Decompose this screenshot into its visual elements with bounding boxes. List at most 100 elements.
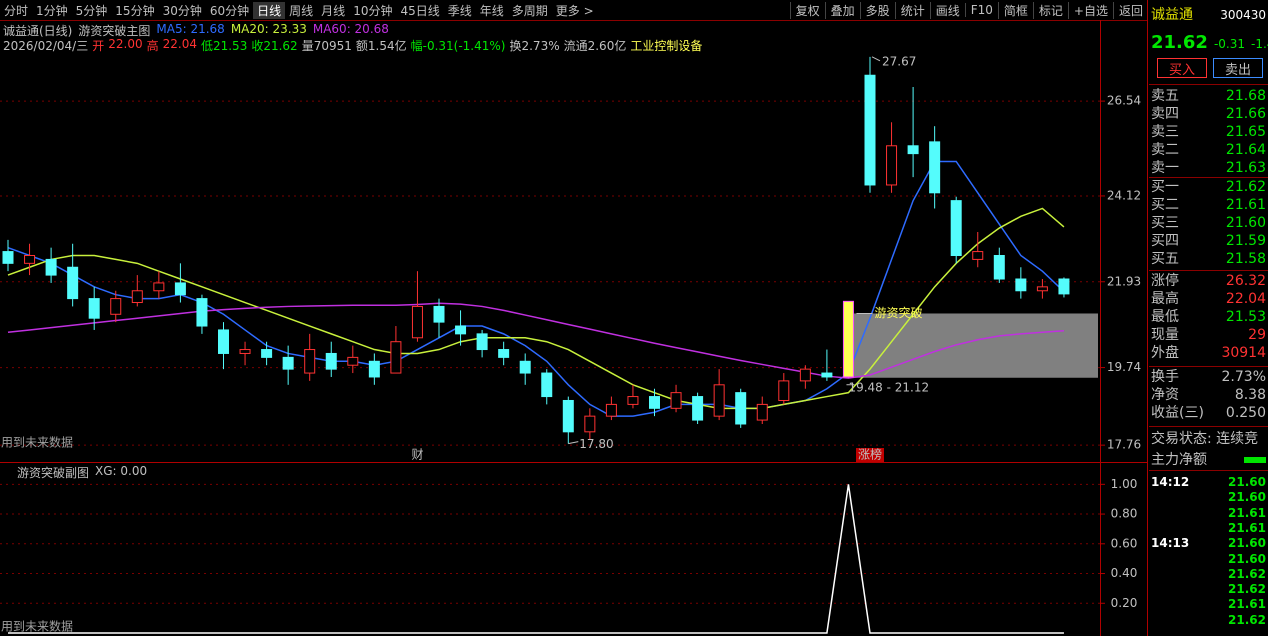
- separator: [1149, 270, 1268, 271]
- candle-body: [347, 356, 359, 366]
- period-tab[interactable]: 多周期: [511, 3, 548, 18]
- tool-button[interactable]: +自选: [1067, 1, 1113, 19]
- candle-body: [541, 372, 553, 398]
- tool-button[interactable]: 统计: [894, 1, 930, 19]
- period-tab[interactable]: 更多 >: [555, 3, 594, 18]
- row-label: 涨停: [1151, 273, 1179, 289]
- tool-button[interactable]: 标记: [1032, 1, 1068, 19]
- period-tab[interactable]: 日线: [253, 1, 286, 19]
- main-header: 诚益通(日线) 游资突破主图 MA5: 21.68 MA20: 23.33 MA60…: [3, 22, 389, 39]
- footnote: 用到未来数据: [1, 435, 73, 450]
- ask-row: 卖五 21.68: [1151, 87, 1266, 105]
- stat-row: 现量 29: [1151, 326, 1266, 344]
- period-tab[interactable]: 周线: [289, 3, 314, 18]
- row-value: 30914: [1221, 345, 1266, 361]
- candle-body: [842, 300, 854, 378]
- pointer: [568, 441, 579, 445]
- row-value: 21.65: [1225, 124, 1266, 140]
- candle-body: [2, 251, 14, 264]
- candle-body: [88, 298, 100, 319]
- row-label: 最低: [1151, 309, 1179, 325]
- bid-row: 买二 21.61: [1151, 196, 1266, 214]
- row-label: 买五: [1151, 251, 1179, 267]
- candle-body: [605, 403, 617, 417]
- candle-body: [627, 396, 639, 405]
- candle-body: [174, 282, 186, 296]
- bid-row: 买四 21.59: [1151, 232, 1266, 250]
- row-label: 收益(三): [1151, 405, 1204, 421]
- row-value: 0.250: [1225, 405, 1266, 421]
- candle-body: [325, 352, 337, 370]
- row-label: 净资: [1151, 387, 1179, 403]
- row-value: 21.61: [1225, 197, 1266, 213]
- period-tab[interactable]: 1分钟: [36, 3, 68, 18]
- row-label: 诚益通: [1151, 7, 1193, 23]
- candle-body: [411, 305, 423, 339]
- period-tab[interactable]: 月线: [321, 3, 346, 18]
- row-value: 29: [1248, 327, 1266, 343]
- period-tab[interactable]: 45日线: [400, 3, 440, 18]
- info-item: 2026/02/04/三: [3, 39, 89, 53]
- period-tab[interactable]: 5分钟: [75, 3, 108, 18]
- buy-button[interactable]: 买入: [1157, 58, 1207, 78]
- period-tab[interactable]: 季线: [447, 3, 472, 18]
- period-tab[interactable]: 分时: [4, 3, 29, 18]
- period-tab[interactable]: 60分钟: [209, 3, 250, 18]
- y-tick-label: 26.54: [1107, 94, 1141, 108]
- candle-body: [907, 145, 919, 155]
- candle-body: [1036, 286, 1048, 292]
- info-item: 工业控制设备: [630, 39, 703, 53]
- candle-body: [821, 372, 833, 378]
- tool-button[interactable]: F10: [964, 3, 998, 17]
- candle-body: [972, 251, 984, 260]
- line-series: [7, 207, 1065, 410]
- tick-row: 21.61: [1151, 595, 1266, 613]
- bid-row: 买五 21.58: [1151, 250, 1266, 268]
- candle-body: [196, 298, 208, 327]
- tick-row: 21.61: [1151, 519, 1266, 537]
- candle-body: [562, 399, 574, 433]
- candle-body: [261, 349, 273, 358]
- sell-button[interactable]: 卖出: [1213, 58, 1263, 78]
- info-item: 22.00: [108, 37, 143, 51]
- info-item: 幅-0.31(-1.41%): [410, 39, 506, 53]
- y-tick-label: 0.60: [1111, 536, 1138, 550]
- tool-button[interactable]: 复权: [789, 1, 825, 19]
- tool-button[interactable]: 叠加: [824, 1, 860, 19]
- period-tab[interactable]: 10分钟: [353, 3, 393, 18]
- period-tab[interactable]: 30分钟: [162, 3, 202, 18]
- tick-row: 21.60: [1151, 550, 1266, 568]
- candle-body: [649, 396, 660, 409]
- candle-body: [692, 396, 704, 421]
- row-value: 21.60: [1228, 551, 1266, 566]
- candle-body: [131, 290, 143, 304]
- period-tab[interactable]: 15分钟: [115, 3, 155, 18]
- row-value: 21.63: [1225, 160, 1266, 176]
- tool-button[interactable]: 简框: [997, 1, 1033, 19]
- row-value: 21.61: [1228, 520, 1266, 535]
- tool-button[interactable]: 画线: [929, 1, 965, 19]
- period-tab[interactable]: 年线: [479, 3, 504, 18]
- candle-body: [1058, 278, 1070, 295]
- row-label: 现量: [1151, 327, 1179, 343]
- candle-body: [864, 74, 876, 186]
- candle-body: [498, 349, 510, 358]
- candle-body: [778, 380, 790, 401]
- flow-bar: [1244, 457, 1266, 463]
- row-value: 21.60: [1228, 536, 1266, 551]
- min-label: 17.80: [579, 437, 613, 451]
- row-value: 2.73%: [1221, 369, 1266, 385]
- bid-row: 买一 21.62: [1151, 178, 1266, 196]
- sub-header: 游资突破副图 XG: 0.00: [3, 464, 147, 481]
- ask-row: 卖三 21.65: [1151, 123, 1266, 141]
- tick-row: 14:12 21.60: [1151, 473, 1266, 491]
- candle-body: [519, 360, 531, 374]
- tool-button[interactable]: 多股: [859, 1, 895, 19]
- row-label: 卖五: [1151, 88, 1179, 104]
- candle-body: [110, 298, 122, 315]
- tick-row: 21.62: [1151, 580, 1266, 598]
- tool-button[interactable]: 返回: [1112, 1, 1148, 19]
- ask-row: 卖四 21.66: [1151, 105, 1266, 123]
- row-label: 卖一: [1151, 160, 1179, 176]
